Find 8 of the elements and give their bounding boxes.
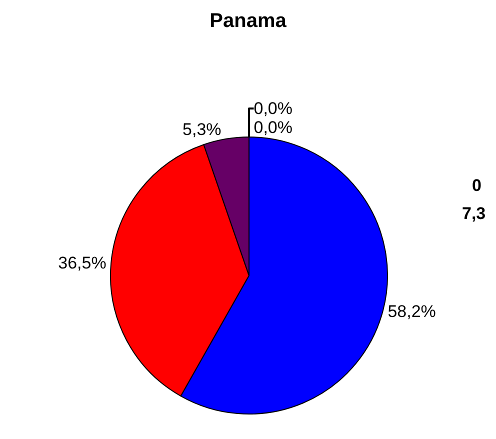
text: 0,0% xyxy=(254,118,292,137)
chart-title: Panama xyxy=(210,10,288,32)
data-label: 5,3% xyxy=(182,120,222,140)
text: 7,3 xyxy=(462,204,486,223)
text: 0 xyxy=(472,176,482,195)
data-label: 58,2% xyxy=(388,302,436,321)
data-label: 36,5% xyxy=(58,253,106,272)
text: 0,0% xyxy=(254,99,292,118)
